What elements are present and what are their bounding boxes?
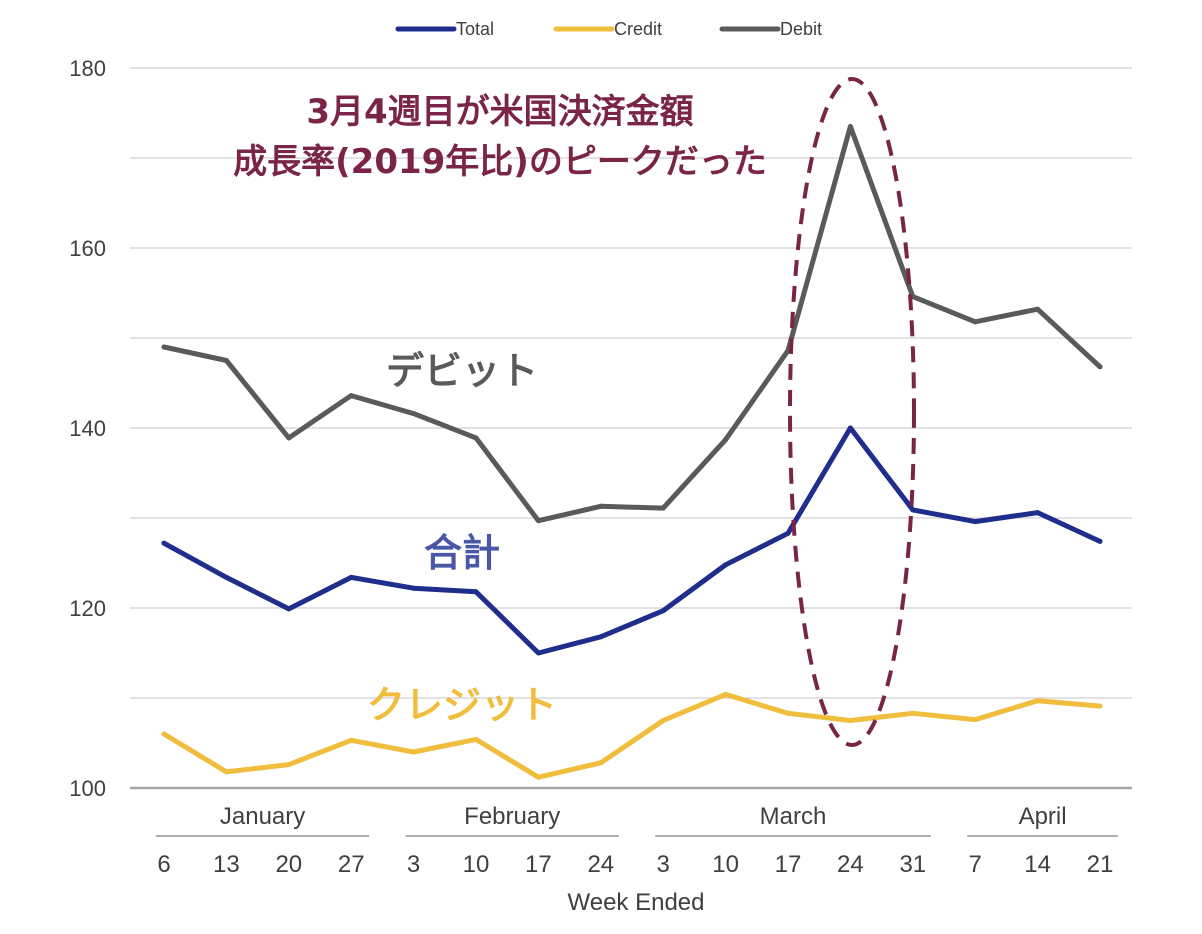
data-point-credit bbox=[1035, 698, 1041, 704]
y-axis-tick-labels: 100 120 140 160 180 bbox=[69, 56, 106, 801]
data-point-credit bbox=[535, 774, 541, 780]
highlight-peak-ellipse bbox=[788, 77, 916, 747]
data-point-debit bbox=[223, 358, 229, 363]
data-point-total bbox=[660, 608, 666, 614]
data-point-debit bbox=[535, 518, 541, 524]
total-series-label: 合計 bbox=[424, 531, 500, 575]
x-tick-label: 3 bbox=[657, 851, 670, 878]
month-label: March bbox=[760, 803, 827, 830]
data-point-debit bbox=[411, 411, 417, 417]
data-point-total bbox=[910, 507, 916, 513]
legend-label-debit: Debit bbox=[780, 19, 822, 39]
data-point-credit bbox=[286, 762, 292, 768]
data-point-debit bbox=[598, 503, 604, 509]
data-point-total bbox=[1097, 538, 1103, 544]
x-tick-label: 13 bbox=[213, 851, 240, 878]
x-axis-tick-labels: 6 13 20 27 3 10 17 24 3 10 17 24 31 7 14 21 bbox=[157, 851, 1113, 878]
headline-line-1: 3月4週目が米国決済金額 bbox=[306, 92, 693, 132]
data-point-total bbox=[286, 606, 292, 612]
data-point-debit bbox=[473, 435, 479, 441]
y-tick-label: 100 bbox=[69, 776, 106, 801]
debit-series-label: デビット bbox=[386, 349, 538, 393]
series-line-total bbox=[161, 425, 1103, 656]
data-point-credit bbox=[847, 718, 853, 723]
legend: Total Credit Debit bbox=[395, 19, 822, 39]
y-tick-label: 120 bbox=[69, 596, 106, 621]
series-line-credit bbox=[161, 691, 1103, 780]
data-point-credit bbox=[1097, 703, 1103, 709]
y-tick-label: 140 bbox=[69, 416, 106, 441]
x-axis-month-labels: January February March April bbox=[156, 803, 1118, 837]
credit-series-label: クレジット bbox=[367, 683, 557, 727]
annotation-headline: 3月4週目が米国決済金額 成長率(2019年比)のピークだった bbox=[233, 92, 767, 182]
x-tick-label: 14 bbox=[1024, 851, 1051, 878]
month-label: February bbox=[464, 803, 560, 830]
data-point-total bbox=[723, 562, 729, 568]
data-point-credit bbox=[723, 691, 729, 697]
data-point-credit bbox=[785, 710, 791, 716]
x-tick-label: 3 bbox=[407, 851, 420, 878]
data-point-debit bbox=[161, 344, 167, 350]
month-label: April bbox=[1019, 803, 1067, 830]
data-point-debit bbox=[660, 505, 666, 511]
data-point-debit bbox=[972, 319, 978, 325]
x-tick-label: 17 bbox=[775, 851, 802, 878]
data-point-total bbox=[535, 650, 541, 656]
data-point-credit bbox=[411, 749, 417, 755]
x-tick-label: 7 bbox=[969, 851, 982, 878]
data-point-total bbox=[348, 574, 354, 580]
x-tick-label: 10 bbox=[712, 851, 739, 878]
data-point-credit bbox=[972, 717, 978, 723]
x-tick-label: 20 bbox=[275, 851, 302, 878]
x-tick-label: 6 bbox=[157, 851, 170, 878]
data-point-debit bbox=[1097, 364, 1103, 370]
y-tick-label: 180 bbox=[69, 56, 106, 81]
x-tick-label: 17 bbox=[525, 851, 552, 878]
headline-line-2: 成長率(2019年比)のピークだった bbox=[233, 142, 767, 182]
x-tick-label: 21 bbox=[1087, 851, 1114, 878]
data-point-credit bbox=[910, 710, 916, 716]
data-point-total bbox=[161, 540, 167, 546]
series-line-debit bbox=[161, 124, 1103, 524]
x-axis-title: Week Ended bbox=[568, 889, 705, 916]
data-point-credit bbox=[348, 737, 354, 743]
data-point-total bbox=[972, 519, 978, 525]
data-point-credit bbox=[161, 731, 167, 737]
data-point-total bbox=[473, 589, 479, 595]
data-point-total bbox=[411, 585, 417, 591]
grid-lines bbox=[130, 67, 1132, 699]
data-point-credit bbox=[660, 718, 666, 723]
data-point-total bbox=[223, 574, 229, 580]
x-tick-label: 24 bbox=[587, 851, 614, 878]
data-point-debit bbox=[1035, 306, 1041, 312]
series-lines bbox=[161, 124, 1103, 780]
legend-label-total: Total bbox=[456, 19, 494, 39]
x-tick-label: 10 bbox=[463, 851, 490, 878]
y-tick-label: 160 bbox=[69, 236, 106, 261]
data-point-total bbox=[598, 634, 604, 640]
data-point-debit bbox=[348, 393, 354, 399]
legend-label-credit: Credit bbox=[614, 19, 662, 39]
data-point-debit bbox=[286, 435, 292, 441]
data-point-credit bbox=[223, 769, 229, 775]
data-point-total bbox=[1035, 510, 1041, 516]
data-point-total bbox=[847, 425, 853, 431]
x-tick-label: 24 bbox=[837, 851, 864, 878]
data-point-debit bbox=[847, 124, 853, 129]
x-tick-label: 31 bbox=[899, 851, 926, 878]
data-point-credit bbox=[598, 760, 604, 766]
month-label: January bbox=[220, 803, 305, 830]
data-point-debit bbox=[723, 437, 729, 443]
x-tick-label: 27 bbox=[338, 851, 365, 878]
data-point-total bbox=[785, 530, 791, 536]
data-point-credit bbox=[473, 736, 479, 742]
